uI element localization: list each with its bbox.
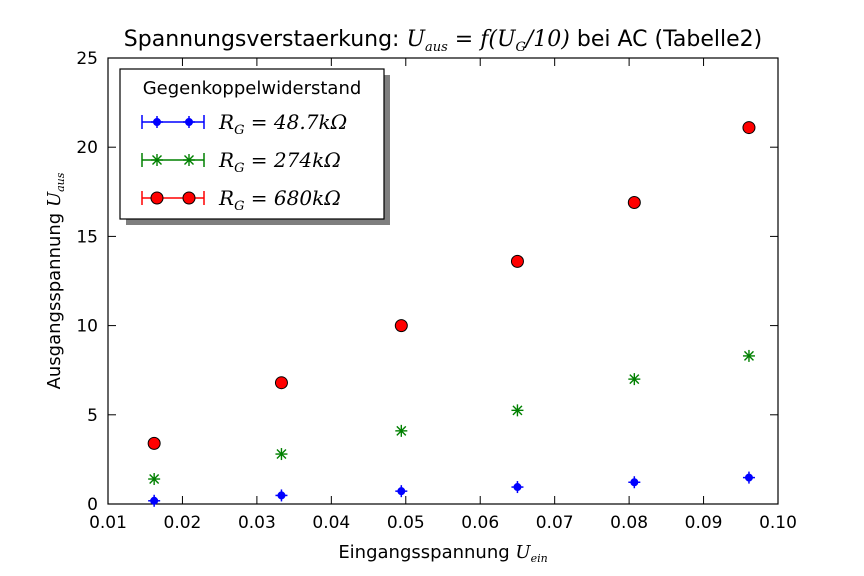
series-1 — [148, 349, 755, 486]
y-axis-label: Ausgangsspannung Uaus — [44, 172, 67, 389]
x-tick-label: 0.05 — [387, 513, 425, 533]
data-point — [510, 254, 524, 268]
marker — [742, 121, 756, 135]
x-axis: 0.01 0.02 0.03 0.04 0.05 0.06 0.07 0.08 0.09 0.10 — [89, 58, 797, 533]
marker — [394, 319, 408, 333]
data-point — [148, 473, 161, 486]
x-tick-label: 0.04 — [312, 513, 350, 533]
marker — [185, 118, 193, 126]
marker — [397, 487, 406, 496]
x-tick-label: 0.10 — [759, 513, 797, 533]
legend-marker — [183, 116, 195, 128]
x-tick-label: 0.09 — [685, 513, 723, 533]
y-tick-label: 20 — [76, 138, 98, 158]
data-points — [147, 121, 756, 507]
marker-stroke — [184, 155, 194, 165]
legend-marker — [183, 154, 195, 166]
legend-item-1: RG = 274kΩ — [141, 148, 341, 176]
marker — [630, 478, 639, 487]
legend-label: RG = 48.7kΩ — [218, 110, 347, 138]
x-tick-label: 0.08 — [610, 513, 648, 533]
data-point — [275, 448, 288, 461]
marker — [153, 118, 161, 126]
legend-title: Gegenkoppelwiderstand — [143, 78, 362, 99]
marker — [182, 191, 196, 205]
legend-label: RG = 274kΩ — [218, 148, 341, 176]
marker — [274, 376, 288, 390]
data-point — [395, 424, 408, 437]
x-tick-label: 0.03 — [238, 513, 276, 533]
legend-marker — [151, 154, 163, 166]
y-axis: 0 5 10 15 20 25 — [76, 49, 778, 515]
legend-marker — [150, 191, 164, 205]
legend-item-2: RG = 680kΩ — [141, 186, 341, 214]
data-point — [511, 404, 524, 417]
x-tick-label: 0.06 — [461, 513, 499, 533]
y-tick-label: 10 — [76, 317, 98, 337]
y-tick-label: 5 — [87, 406, 98, 426]
data-point — [628, 373, 641, 386]
data-point — [395, 485, 408, 498]
y-tick-label: 25 — [76, 49, 98, 69]
marker-stroke — [149, 474, 160, 485]
marker-stroke — [629, 374, 640, 385]
x-tick-label: 0.02 — [164, 513, 202, 533]
data-point — [147, 436, 161, 450]
marker-stroke — [152, 155, 162, 165]
series-0 — [148, 471, 755, 507]
legend-box — [119, 68, 385, 220]
chart-title: Spannungsverstaerkung: Uaus = f(UG/10) b… — [124, 27, 762, 55]
x-axis-label: Eingangsspannung Uein — [338, 542, 547, 565]
marker — [510, 254, 524, 268]
legend-marker — [151, 116, 163, 128]
data-point — [274, 376, 288, 390]
marker-stroke — [396, 425, 407, 436]
data-point — [511, 481, 524, 494]
marker-stroke — [276, 449, 287, 460]
data-point — [628, 476, 641, 489]
y-tick-label: 0 — [87, 495, 98, 515]
marker — [627, 196, 641, 210]
data-point — [275, 489, 288, 502]
marker — [277, 491, 286, 500]
marker — [150, 191, 164, 205]
legend-item-0: RG = 48.7kΩ — [141, 110, 347, 138]
series-2 — [147, 121, 756, 450]
legend-label: RG = 680kΩ — [218, 186, 341, 214]
marker — [513, 483, 522, 492]
marker — [150, 496, 159, 505]
legend-marker — [182, 191, 196, 205]
data-point — [627, 196, 641, 210]
data-point — [742, 349, 755, 362]
marker — [147, 436, 161, 450]
marker-stroke — [743, 350, 754, 361]
data-point — [148, 494, 161, 507]
y-tick-label: 15 — [76, 227, 98, 247]
marker-stroke — [512, 405, 523, 416]
data-point — [394, 319, 408, 333]
marker — [744, 473, 753, 482]
legend-items: RG = 48.7kΩ RG = 274kΩ RG = 680kΩ — [141, 110, 347, 214]
x-tick-label: 0.01 — [89, 513, 127, 533]
x-tick-label: 0.07 — [536, 513, 574, 533]
legend: Gegenkoppelwiderstand RG = 48.7kΩ RG = 27… — [119, 68, 390, 225]
data-point — [742, 121, 756, 135]
data-point — [742, 471, 755, 484]
